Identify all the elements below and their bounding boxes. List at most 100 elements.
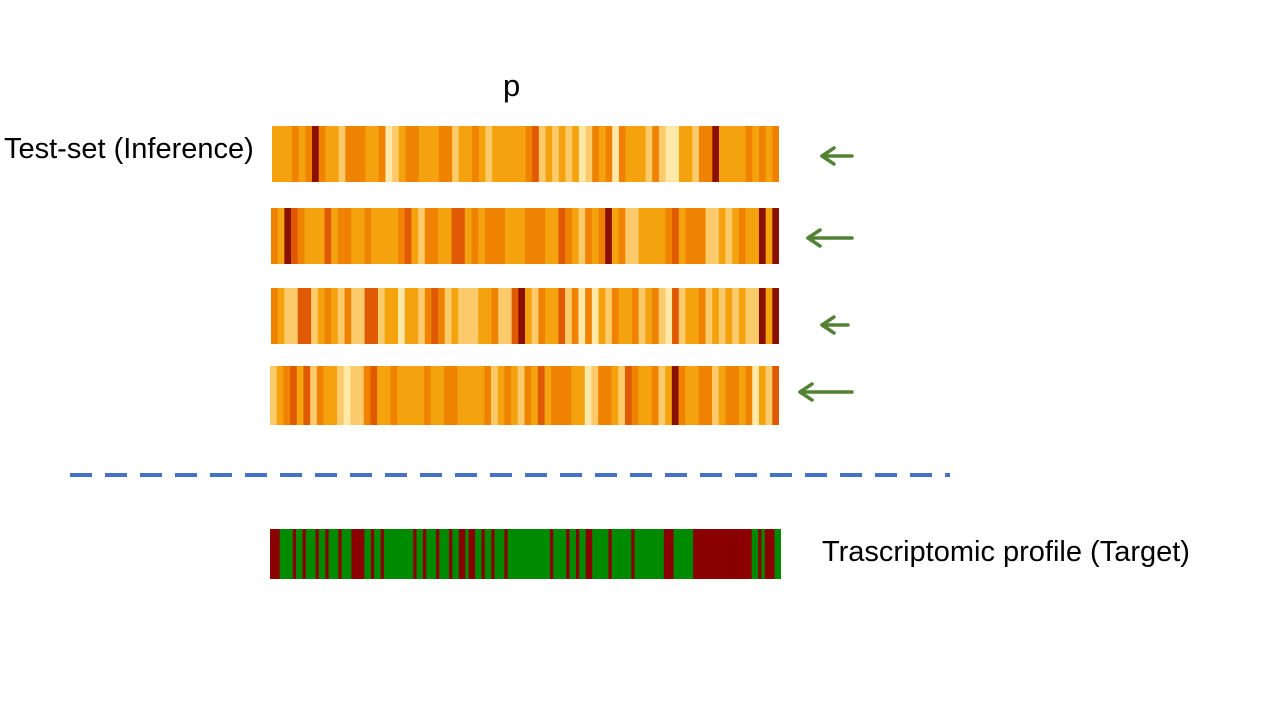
target-cell	[409, 529, 414, 579]
target-cell	[562, 529, 567, 579]
heatmap-cell	[296, 366, 305, 425]
heatmap-cell	[752, 288, 760, 344]
heatmap-cell	[358, 126, 366, 182]
target-cell	[673, 529, 678, 579]
heatmap-cell	[277, 288, 285, 344]
target-cell	[598, 529, 603, 579]
heatmap-cell	[558, 208, 566, 264]
heatmap-cell	[692, 126, 700, 182]
heatmap-cell	[765, 208, 773, 264]
target-cell	[422, 529, 427, 579]
heatmap-cell	[304, 288, 312, 344]
heatmap-cell	[672, 288, 680, 344]
heatmap-cell	[565, 288, 573, 344]
test-set-label: Test-set (Inference)	[4, 133, 254, 165]
heatmap-cell	[338, 126, 346, 182]
heatmap-cell	[572, 126, 580, 182]
heatmap-cell	[598, 208, 606, 264]
heatmap-cell	[772, 288, 779, 344]
target-cell	[660, 529, 665, 579]
target-cell	[341, 529, 346, 579]
target-cell	[588, 529, 593, 579]
heatmap-cell	[738, 208, 747, 264]
heatmap-cell	[752, 366, 760, 425]
heatmap-cell	[430, 366, 439, 425]
target-cell	[370, 529, 375, 579]
heatmap-cell	[698, 126, 707, 182]
target-cell	[712, 529, 717, 579]
target-cell	[413, 529, 418, 579]
heatmap-cell	[272, 126, 280, 182]
heatmap-cell	[544, 366, 552, 425]
target-cell	[354, 529, 359, 579]
heatmap-cell	[311, 288, 319, 344]
heatmap-cell	[318, 126, 326, 182]
heatmap-cell	[405, 126, 413, 182]
heatmap-strip-3	[271, 288, 779, 344]
heatmap-cell	[518, 288, 526, 344]
heatmap-cell	[551, 366, 559, 425]
heatmap-cell	[303, 366, 311, 425]
heatmap-cell	[518, 126, 527, 182]
heatmap-cell	[665, 126, 673, 182]
heatmap-cell	[285, 126, 293, 182]
target-cell	[520, 529, 525, 579]
heatmap-cell	[545, 288, 553, 344]
target-cell	[767, 529, 772, 579]
heatmap-cell	[658, 126, 667, 182]
target-cell	[530, 529, 535, 579]
heatmap-cell	[511, 208, 519, 264]
target-cell	[318, 529, 323, 579]
target-cell	[566, 529, 571, 579]
heatmap-cell	[718, 366, 727, 425]
target-cell	[621, 529, 626, 579]
target-cell	[709, 529, 714, 579]
heatmap-cell	[478, 208, 486, 264]
heatmap-cell	[531, 366, 539, 425]
target-cell	[296, 529, 300, 579]
heatmap-cell	[304, 208, 312, 264]
heatmap-cell	[458, 126, 467, 182]
heatmap-cell	[538, 288, 546, 344]
target-cell	[501, 529, 505, 579]
heatmap-cell	[438, 208, 446, 264]
heatmap-cell	[417, 366, 425, 425]
heatmap-cell	[517, 366, 526, 425]
target-cell	[510, 529, 515, 579]
target-cell	[322, 529, 326, 579]
heatmap-cell	[645, 126, 653, 182]
heatmap-cell	[632, 126, 640, 182]
target-cell	[292, 529, 297, 579]
target-cell	[406, 529, 411, 579]
heatmap-cell	[611, 288, 620, 344]
heatmap-cell	[604, 366, 613, 425]
target-cell	[615, 529, 619, 579]
heatmap-cell	[525, 126, 533, 182]
target-cell	[637, 529, 642, 579]
target-cell	[273, 529, 278, 579]
heatmap-cell	[685, 126, 693, 182]
target-cell	[338, 529, 343, 579]
heatmap-cell	[485, 126, 493, 182]
target-cell	[484, 529, 489, 579]
heatmap-cell	[578, 126, 587, 182]
heatmap-cell	[324, 208, 332, 264]
heatmap-cell	[732, 366, 740, 425]
target-cell	[657, 529, 662, 579]
heatmap-cell	[344, 208, 352, 264]
heatmap-cell	[738, 366, 747, 425]
heatmap-cell	[403, 366, 412, 425]
target-cell	[351, 529, 356, 579]
target-cell	[582, 529, 587, 579]
heatmap-cell	[671, 366, 680, 425]
heatmap-cell	[271, 208, 279, 264]
heatmap-cell	[678, 366, 686, 425]
heatmap-cell	[531, 208, 539, 264]
target-cell	[683, 529, 688, 579]
heatmap-cell	[283, 366, 291, 425]
heatmap-cell	[691, 366, 700, 425]
heatmap-cell	[758, 208, 767, 264]
target-cell	[435, 529, 440, 579]
heatmap-cell	[758, 366, 767, 425]
heatmap-cell	[545, 208, 553, 264]
